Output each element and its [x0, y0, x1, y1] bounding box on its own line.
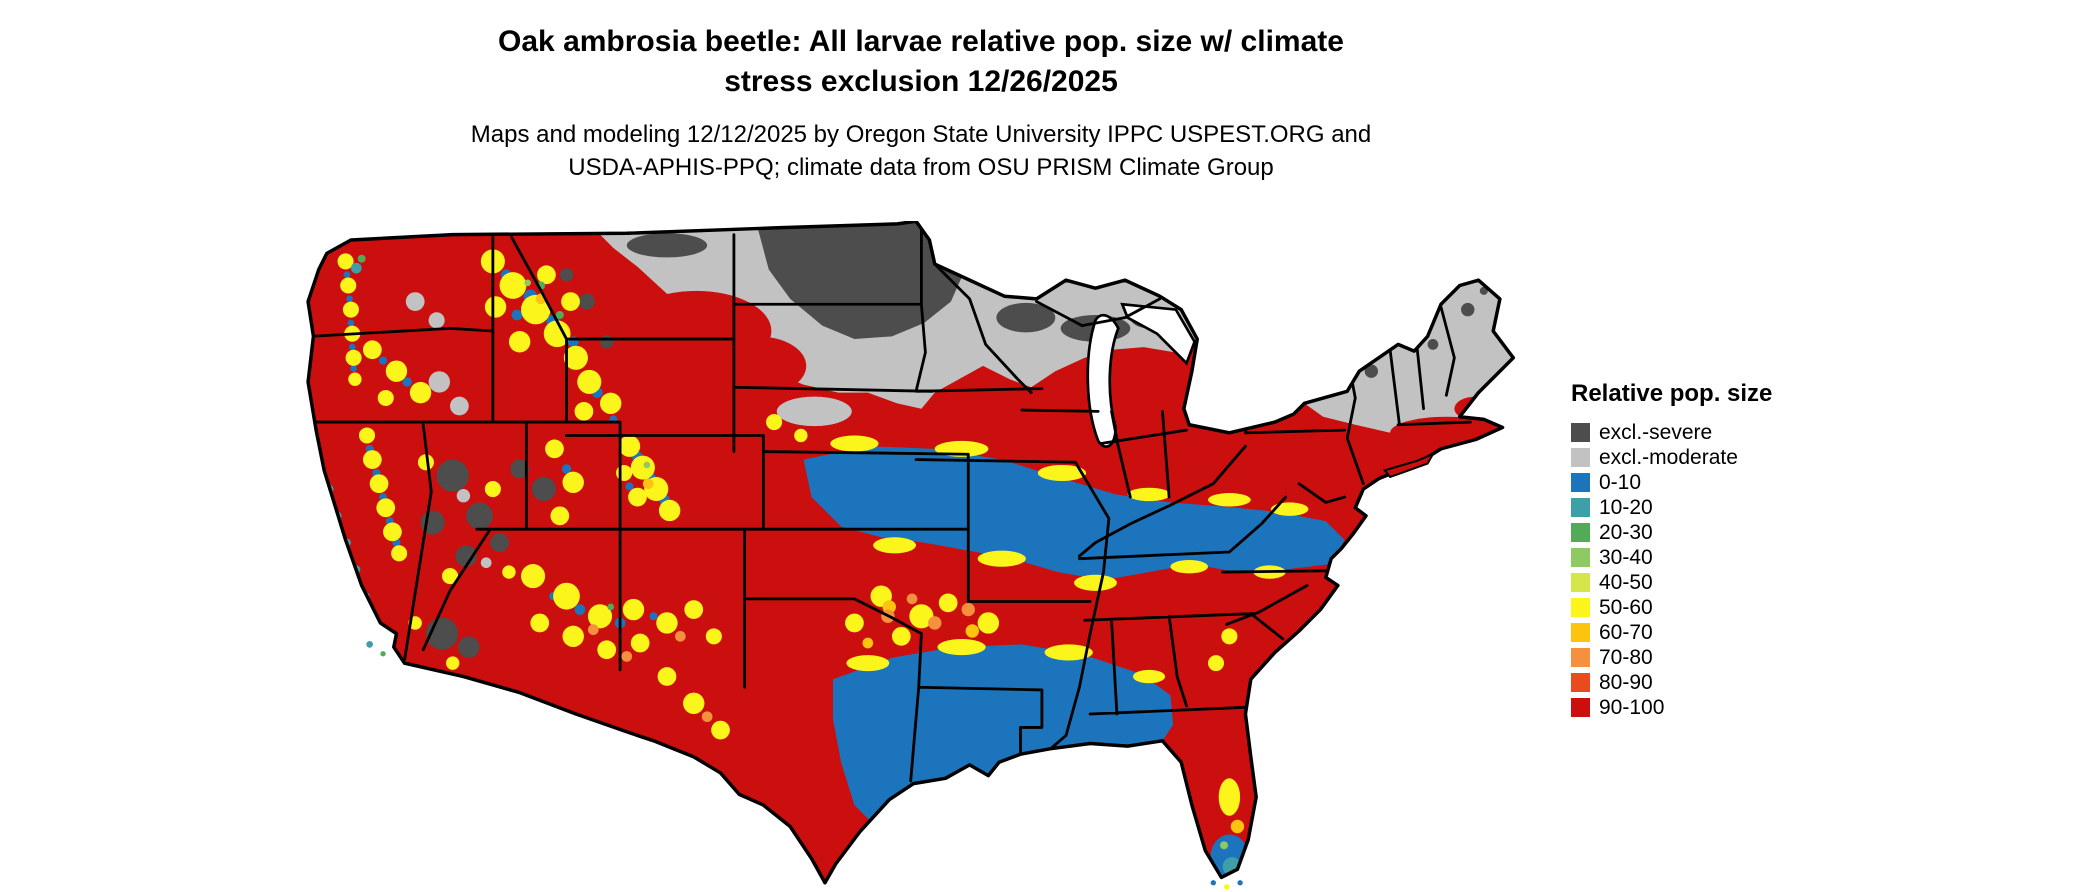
us-outline [306, 221, 1516, 885]
legend-swatch [1571, 673, 1590, 692]
legend-item: 30-40 [1571, 545, 1772, 570]
map-subtitle-line2: USDA-APHIS-PPQ; climate data from OSU PR… [568, 154, 1274, 181]
legend-label: 70-80 [1599, 645, 1653, 669]
map-subtitle-line1: Maps and modeling 12/12/2025 by Oregon S… [470, 121, 1372, 148]
legend-label: 60-70 [1599, 620, 1653, 644]
legend-item: 10-20 [1571, 495, 1772, 520]
legend-label: 0-10 [1599, 470, 1642, 494]
legend-label: 90-100 [1599, 695, 1665, 719]
legend-swatch [1571, 698, 1590, 717]
long-island [1383, 452, 1436, 479]
legend-label: excl.-moderate [1599, 445, 1738, 469]
legend-swatch [1571, 423, 1590, 442]
legend-item: 80-90 [1571, 670, 1772, 695]
legend-swatch [1571, 548, 1590, 567]
map-header: Oak ambrosia beetle: All larvae relative… [0, 22, 1842, 184]
legend-swatch [1571, 648, 1590, 667]
map-subtitle: Maps and modeling 12/12/2025 by Oregon S… [0, 118, 1842, 184]
legend-item: 20-30 [1571, 520, 1772, 545]
legend-item: 60-70 [1571, 620, 1772, 645]
region-70-80 [587, 593, 975, 723]
us-map-svg [306, 221, 1516, 890]
legend-swatch [1571, 623, 1590, 642]
legend-list: excl.-severe excl.-moderate 0-10 10-20 2… [1571, 420, 1772, 720]
legend-label: 30-40 [1599, 545, 1653, 569]
legend-label: 10-20 [1599, 495, 1653, 519]
legend-label: 80-90 [1599, 670, 1653, 694]
map-title-line2: stress exclusion 12/26/2025 [724, 65, 1118, 98]
legend-title: Relative pop. size [1571, 380, 1773, 407]
us-map [292, 221, 1524, 891]
legend-label: excl.-severe [1599, 420, 1713, 444]
legend-item: 40-50 [1571, 570, 1772, 595]
legend-swatch [1571, 473, 1590, 492]
legend-swatch [1571, 448, 1590, 467]
map-title: Oak ambrosia beetle: All larvae relative… [0, 22, 1842, 102]
legend-swatch [1571, 523, 1590, 542]
legend-item: excl.-severe [1571, 420, 1772, 445]
region-50-60 [337, 249, 1309, 816]
map-title-line1: Oak ambrosia beetle: All larvae relative… [498, 25, 1344, 58]
region-excl-severe [420, 221, 1488, 658]
legend: Relative pop. size excl.-severe excl.-mo… [1571, 380, 1772, 720]
legend-swatch [1571, 598, 1590, 617]
legend-item: 0-10 [1571, 470, 1772, 495]
legend-item: 70-80 [1571, 645, 1772, 670]
legend-label: 20-30 [1599, 520, 1653, 544]
legend-swatch [1571, 498, 1590, 517]
legend-item: excl.-moderate [1571, 445, 1772, 470]
legend-label: 40-50 [1599, 570, 1653, 594]
legend-swatch [1571, 573, 1590, 592]
legend-item: 50-60 [1571, 595, 1772, 620]
region-30-40 [524, 279, 1229, 850]
legend-item: 90-100 [1571, 695, 1772, 720]
offshore-islands [366, 641, 1243, 890]
legend-label: 50-60 [1599, 595, 1653, 619]
